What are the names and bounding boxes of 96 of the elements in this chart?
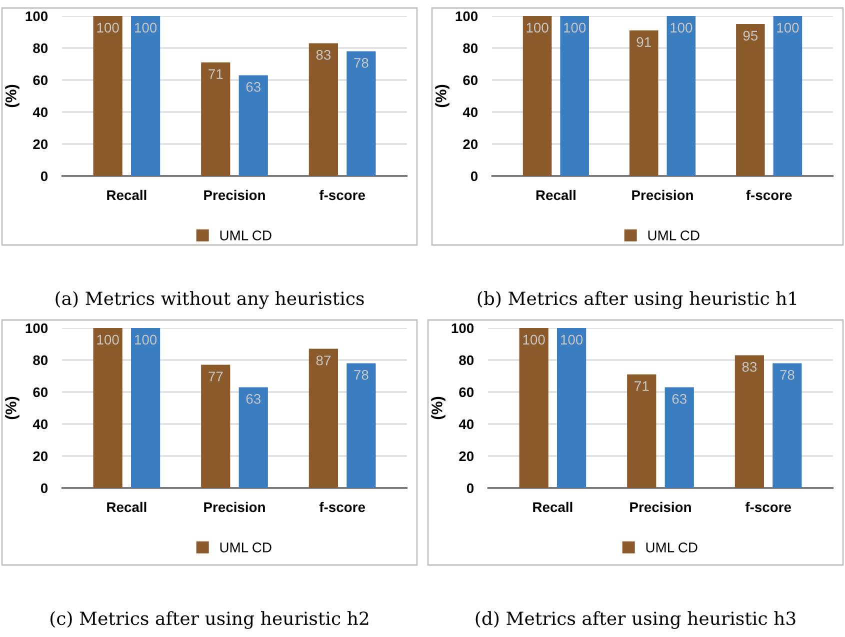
y-tick-label: 0 xyxy=(40,483,48,494)
y-tick-label: 60 xyxy=(33,75,48,86)
data-label: 78 xyxy=(354,370,368,380)
bar xyxy=(664,387,694,488)
x-tick-label: Precision xyxy=(630,502,691,512)
data-label: 100 xyxy=(97,334,119,345)
bar xyxy=(238,75,268,176)
y-axis-title: (%) xyxy=(5,396,20,420)
x-tick-label: Recall xyxy=(107,190,146,200)
data-label: 100 xyxy=(670,22,692,33)
x-tick-label: Precision xyxy=(204,190,265,200)
y-tick-label: 20 xyxy=(33,451,48,462)
data-label: 100 xyxy=(777,22,799,33)
bar xyxy=(131,328,160,488)
bar xyxy=(557,328,586,488)
data-label: 77 xyxy=(208,372,223,382)
data-label: 87 xyxy=(316,356,330,366)
bar xyxy=(308,348,338,488)
data-label: 83 xyxy=(742,362,757,372)
x-tick-label: Recall xyxy=(107,502,146,512)
x-tick-label: Precision xyxy=(204,502,265,512)
y-tick-label: 80 xyxy=(33,355,48,366)
data-label: 63 xyxy=(246,394,260,404)
data-label: 71 xyxy=(634,381,649,391)
bar xyxy=(629,30,658,176)
y-tick-label: 80 xyxy=(463,43,478,54)
data-label: 100 xyxy=(135,334,157,345)
data-label: 100 xyxy=(564,22,586,33)
y-tick-label: 20 xyxy=(459,451,474,462)
data-label: 91 xyxy=(636,37,651,47)
data-label: 100 xyxy=(561,334,583,345)
bar xyxy=(201,62,230,176)
bar xyxy=(666,16,696,176)
y-tick-label: 20 xyxy=(33,139,48,150)
data-label: 100 xyxy=(97,22,119,33)
y-tick-label: 100 xyxy=(452,323,474,334)
x-tick-label: f-score xyxy=(745,502,791,512)
bar xyxy=(627,374,656,488)
x-tick-label: f-score xyxy=(319,190,365,200)
y-tick-label: 0 xyxy=(466,483,474,494)
y-axis-title: (%) xyxy=(435,84,450,108)
bar xyxy=(93,16,122,176)
y-tick-label: 100 xyxy=(456,11,478,22)
text: (d) Metrics after using heuristic h3 xyxy=(476,611,796,629)
x-tick-label: f-score xyxy=(319,502,365,512)
y-tick-label: 80 xyxy=(459,355,474,366)
text: (b) Metrics after using heuristic h1 xyxy=(478,291,796,309)
bar xyxy=(734,355,764,488)
bar xyxy=(773,16,802,176)
data-label: 78 xyxy=(780,370,794,380)
y-tick-label: 40 xyxy=(462,107,478,118)
bar xyxy=(772,363,802,488)
x-tick-label: Recall xyxy=(536,190,576,200)
y-tick-label: 60 xyxy=(459,387,474,398)
y-tick-label: 40 xyxy=(458,419,474,430)
y-axis-title: (%) xyxy=(5,84,20,108)
bar xyxy=(93,328,122,488)
y-tick-label: 60 xyxy=(33,387,48,398)
bar xyxy=(201,364,230,488)
data-label: 100 xyxy=(135,22,157,33)
bar xyxy=(519,328,548,488)
text: (c) Metrics after using heuristic h2 xyxy=(50,611,368,629)
data-label: 63 xyxy=(672,394,686,404)
y-axis-title: (%) xyxy=(431,396,446,420)
bar xyxy=(346,51,376,176)
legend-label: UML CD xyxy=(646,542,698,552)
bar xyxy=(346,363,376,488)
data-label: 100 xyxy=(523,334,545,345)
y-tick-label: 100 xyxy=(26,11,48,22)
text: (a) Metrics without any heuristics xyxy=(56,291,364,309)
y-tick-label: 40 xyxy=(32,419,48,430)
bar xyxy=(736,24,765,176)
bar xyxy=(131,16,160,176)
legend-label: UML CD xyxy=(648,230,700,240)
y-tick-label: 0 xyxy=(40,171,48,182)
x-tick-label: f-score xyxy=(746,190,792,200)
bar xyxy=(522,16,552,176)
data-label: 100 xyxy=(526,22,548,33)
data-label: 83 xyxy=(316,50,331,60)
y-tick-label: 20 xyxy=(463,139,478,150)
data-label: 71 xyxy=(208,69,223,79)
legend-label: UML CD xyxy=(220,542,272,552)
y-tick-label: 0 xyxy=(470,171,478,182)
legend-label: UML CD xyxy=(220,230,272,240)
data-label: 95 xyxy=(743,30,758,41)
y-tick-label: 60 xyxy=(463,75,478,86)
bar xyxy=(308,43,338,176)
y-tick-label: 40 xyxy=(32,107,48,118)
bar xyxy=(560,16,589,176)
data-label: 63 xyxy=(246,82,260,92)
y-tick-label: 80 xyxy=(33,43,48,54)
data-label: 78 xyxy=(354,58,368,68)
y-tick-label: 100 xyxy=(26,323,48,334)
bar xyxy=(238,387,268,488)
x-tick-label: Precision xyxy=(632,190,693,200)
x-tick-label: Recall xyxy=(533,502,572,512)
